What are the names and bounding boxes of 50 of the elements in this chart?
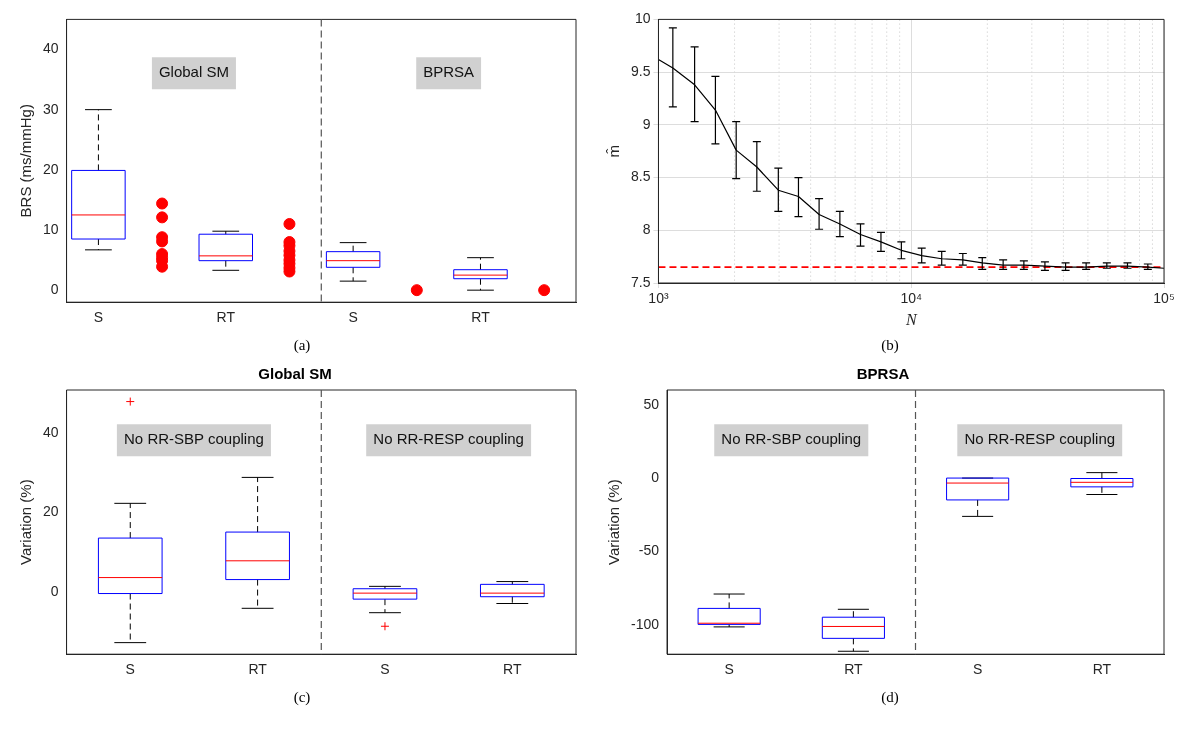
y-tick-label: 20 bbox=[42, 503, 59, 520]
annotation: BPRSA bbox=[423, 63, 475, 81]
x-tick-label: S bbox=[348, 309, 358, 326]
x-tick-label: RT bbox=[503, 661, 522, 678]
y-tick-label: -100 bbox=[630, 615, 660, 632]
y-tick-label: 0 bbox=[651, 468, 660, 485]
chart-title: Global SM bbox=[258, 365, 332, 383]
y-tick-label: 10 bbox=[634, 10, 651, 27]
y-axis-title: Variation (%) bbox=[17, 479, 35, 565]
x-tick-label: S bbox=[724, 661, 734, 678]
y-tick-label: 10 bbox=[42, 220, 59, 237]
x-tick-label: RT bbox=[844, 661, 864, 678]
x-tick-label: 10³ bbox=[648, 290, 669, 307]
x-tick-label: RT bbox=[471, 309, 491, 326]
y-tick-label: 7.5 bbox=[630, 273, 651, 290]
x-tick-label: S bbox=[972, 661, 983, 678]
y-tick-label: 0 bbox=[50, 281, 59, 298]
y-tick-label: 50 bbox=[643, 395, 660, 412]
annotation: No RR-SBP coupling bbox=[721, 430, 862, 448]
x-tick-label: RT bbox=[248, 661, 268, 678]
y-axis-title: m̂ bbox=[605, 144, 623, 158]
text: (b) bbox=[881, 336, 899, 355]
y-tick-label: 30 bbox=[42, 100, 59, 117]
y-tick-label: 8 bbox=[642, 221, 651, 238]
x-tick-label: 10⁴ bbox=[900, 290, 923, 307]
text: (a) bbox=[293, 336, 311, 355]
y-tick-label: 40 bbox=[42, 423, 59, 440]
annotation: No RR-SBP coupling bbox=[124, 430, 264, 448]
chart-title: BPRSA bbox=[856, 365, 910, 383]
text: (c) bbox=[293, 688, 311, 707]
x-tick-label: S bbox=[125, 661, 135, 678]
x-tick-label: 10⁵ bbox=[1153, 290, 1175, 307]
y-axis-title: BRS (ms/mmHg) bbox=[17, 104, 35, 218]
x-tick-label: RT bbox=[216, 309, 236, 326]
y-tick-label: 40 bbox=[42, 40, 59, 57]
x-tick-label: RT bbox=[1092, 661, 1112, 678]
x-tick-label: S bbox=[93, 309, 104, 326]
x-tick-label: S bbox=[380, 661, 390, 678]
y-tick-label: 8.5 bbox=[630, 168, 651, 185]
annotation: Global SM bbox=[158, 63, 229, 81]
y-tick-label: -50 bbox=[638, 542, 660, 559]
y-tick-label: 9 bbox=[642, 115, 651, 132]
y-tick-label: 20 bbox=[42, 160, 59, 177]
annotation: No RR-RESP coupling bbox=[964, 430, 1116, 448]
text: (d) bbox=[881, 688, 899, 707]
y-axis-title: Variation (%) bbox=[605, 479, 623, 565]
y-tick-label: 0 bbox=[50, 583, 59, 600]
annotation: No RR-RESP coupling bbox=[373, 430, 524, 448]
y-tick-label: 9.5 bbox=[630, 62, 651, 79]
x-axis-title: N bbox=[904, 310, 918, 328]
